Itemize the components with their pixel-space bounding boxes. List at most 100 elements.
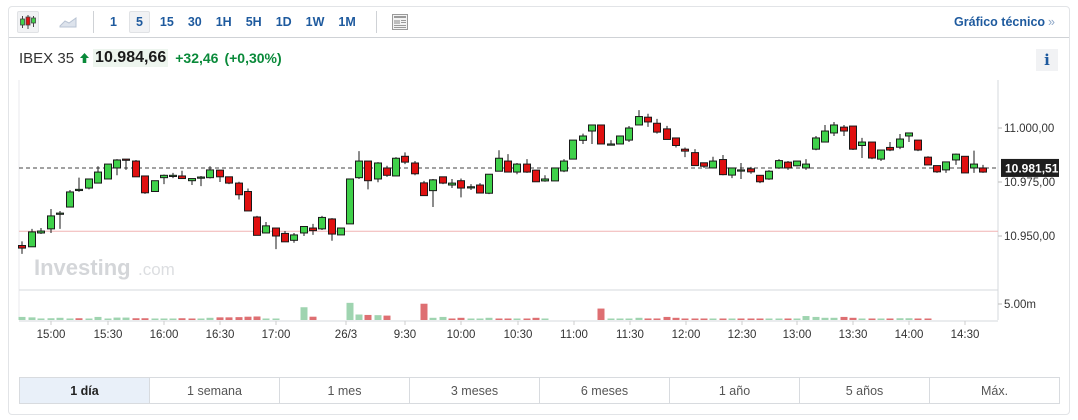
info-button[interactable]: i — [1036, 49, 1058, 71]
volume-bar — [681, 318, 689, 320]
interval-5[interactable]: 5 — [128, 11, 150, 33]
time-range-selector: 1 día 1 semana 1 mes 3 meses 6 meses 1 a… — [19, 377, 1060, 404]
last-price: 10.984,66 — [93, 49, 169, 67]
candle-down — [681, 148, 689, 152]
y-tick-label: 10.950,00 — [1004, 231, 1055, 243]
volume-bar — [37, 318, 45, 320]
candle-down — [132, 160, 140, 178]
volume-bar — [728, 318, 736, 320]
candle-down — [411, 162, 419, 175]
volume-bar — [532, 317, 540, 320]
candle-down — [244, 191, 252, 212]
candle-down — [532, 169, 540, 183]
x-tick-label: 13:30 — [839, 329, 868, 341]
volume-bar — [197, 318, 205, 320]
volume-bar — [523, 318, 531, 320]
interval-30[interactable]: 30 — [187, 15, 202, 29]
candle-up — [560, 160, 568, 172]
candle-down — [383, 167, 391, 176]
volume-bar — [206, 317, 214, 320]
volume-bar — [56, 317, 64, 320]
interval-15[interactable]: 15 — [159, 15, 174, 29]
volume-bar — [802, 316, 810, 320]
x-tick-label: 11:30 — [616, 329, 644, 341]
candle-down — [747, 168, 755, 173]
chart-widget-frame — [8, 6, 1070, 415]
candle-up — [793, 160, 801, 167]
candle-up — [579, 135, 587, 141]
volume-bar — [784, 318, 792, 320]
volume-bar — [429, 317, 437, 320]
data-table-button[interactable] — [389, 11, 411, 33]
candle-up — [942, 161, 950, 171]
candle-down — [672, 137, 680, 146]
up-arrow-icon — [80, 53, 90, 63]
interval-5h[interactable]: 5H — [245, 15, 262, 29]
candle-down — [924, 156, 932, 166]
candle-up — [355, 160, 363, 179]
price-change: +32,46 — [175, 50, 219, 66]
x-tick-label: 10:00 — [447, 329, 476, 341]
candle-up — [300, 225, 308, 234]
candle-up — [858, 141, 866, 146]
interval-1h[interactable]: 1H — [215, 15, 232, 29]
candlestick-chart-button[interactable] — [17, 11, 39, 33]
range-1-year[interactable]: 1 año — [670, 378, 800, 403]
interval-1[interactable]: 1 — [110, 15, 117, 29]
y-tick-label: 11.000,00 — [1004, 123, 1054, 135]
volume-bar — [216, 317, 224, 320]
volume-bar — [448, 318, 456, 320]
candle-down — [328, 218, 336, 235]
volume-bar — [504, 318, 512, 320]
range-5-years[interactable]: 5 años — [800, 378, 930, 403]
candle-up — [588, 124, 596, 132]
volume-bar — [821, 317, 829, 320]
range-max[interactable]: Máx. — [980, 383, 1009, 398]
candle-up — [709, 160, 717, 169]
quote-header: IBEX 35 10.984,66 +32,46 (+0,30%) — [19, 49, 282, 67]
area-chart-icon — [59, 17, 77, 28]
interval-1m[interactable]: 1M — [338, 15, 356, 29]
volume-bar — [253, 316, 261, 320]
candle-down — [784, 161, 792, 169]
volume-bar — [793, 318, 801, 320]
range-1-week[interactable]: 1 semana — [150, 378, 280, 403]
volume-bar — [235, 317, 243, 320]
candle-up — [467, 186, 475, 189]
range-1-month[interactable]: 1 mes — [280, 378, 410, 403]
range-1-day[interactable]: 1 día — [20, 378, 150, 403]
volume-bar — [513, 318, 521, 320]
candle-up — [85, 178, 93, 189]
candle-up — [802, 163, 810, 169]
candle-down — [216, 169, 224, 178]
price-chart[interactable]: Investing .com 11.000,00 10.975,00 10.950,00… — [0, 0, 1078, 375]
interval-1d[interactable]: 1D — [275, 15, 292, 29]
candles — [18, 110, 987, 254]
range-3-months[interactable]: 3 meses — [410, 378, 540, 403]
range-6-months[interactable]: 6 meses — [540, 378, 670, 403]
x-tick-label: 14:30 — [951, 329, 980, 341]
interval-1w[interactable]: 1W — [305, 15, 325, 29]
volume-bar — [141, 318, 149, 320]
volume-bar — [85, 318, 93, 320]
area-chart-button[interactable] — [57, 11, 79, 33]
volume-bar — [700, 318, 708, 320]
technical-chart-link[interactable]: Gráfico técnico» — [954, 15, 1055, 29]
volume-bar — [886, 318, 894, 320]
candle-down — [700, 162, 708, 167]
volume-bar — [113, 317, 121, 320]
candle-down — [364, 160, 372, 182]
candle-down — [457, 180, 465, 189]
candle-down — [504, 160, 512, 173]
candle-down — [868, 141, 876, 159]
candle-up — [812, 137, 820, 150]
volume-bar — [457, 317, 465, 320]
x-tick-label: 16:30 — [206, 329, 235, 341]
volume-bar — [244, 316, 252, 320]
volume-bar — [719, 318, 727, 320]
volume-bar — [18, 316, 26, 320]
volume-bar — [877, 318, 885, 320]
volume-bar — [75, 318, 83, 320]
candle-down — [281, 232, 289, 243]
x-tick-label: 15:00 — [37, 329, 66, 341]
